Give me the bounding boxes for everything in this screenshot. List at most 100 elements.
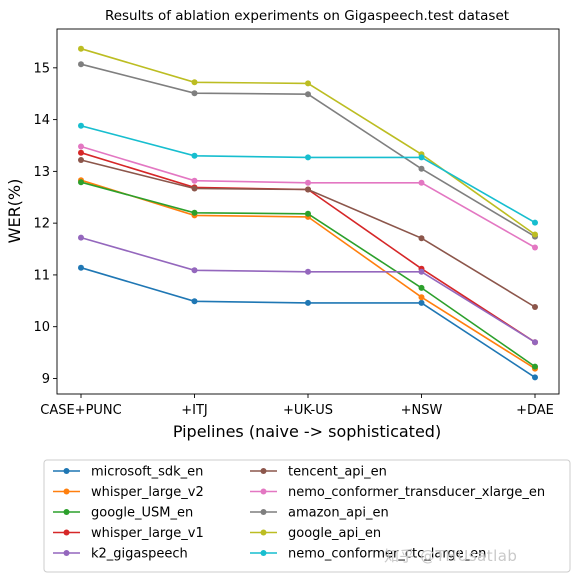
- data-point: [532, 363, 538, 370]
- data-point: [418, 268, 425, 275]
- y-tick-label: 15: [33, 61, 50, 76]
- data-point: [532, 304, 538, 310]
- series-whisper_large_v1: [78, 149, 538, 346]
- data-point: [418, 165, 425, 172]
- data-point: [78, 61, 84, 68]
- legend-label: k2_gigaspeech: [91, 547, 188, 562]
- data-point: [191, 298, 198, 305]
- data-point: [305, 186, 311, 193]
- series-google_api_en: [78, 45, 538, 238]
- data-point: [418, 299, 425, 306]
- data-point: [418, 154, 425, 161]
- data-point: [191, 177, 198, 184]
- x-tick-label: +NSW: [401, 403, 443, 418]
- legend-label: amazon_api_en: [288, 506, 389, 521]
- y-axis-label: WER(%): [5, 179, 24, 244]
- legend-swatch-marker: [260, 550, 267, 556]
- legend-label: nemo_conformer_transducer_xlarge_en: [288, 485, 545, 500]
- data-point: [78, 264, 84, 271]
- data-point: [532, 244, 538, 251]
- legend-item: amazon_api_en: [250, 506, 389, 521]
- data-point: [191, 209, 198, 216]
- data-point: [78, 143, 84, 150]
- data-point: [418, 284, 425, 291]
- x-tick-label: +UK-US: [283, 403, 333, 418]
- data-point: [78, 234, 84, 241]
- legend-item: whisper_large_v2: [53, 485, 204, 500]
- series-line: [80, 47, 536, 236]
- watermark: 知乎 @THUsatlab: [384, 547, 518, 565]
- x-tick-label: CASE+PUNC: [40, 403, 122, 418]
- legend-item: microsoft_sdk_en: [53, 465, 203, 480]
- legend-swatch-marker: [260, 509, 267, 515]
- data-point: [305, 268, 311, 275]
- data-point: [532, 339, 538, 346]
- legend-item: google_api_en: [250, 526, 381, 541]
- axes: 9 10 11 12 13 14 15 CASE+PUNC +ITJ +UK-US +NSW +DAE: [33, 28, 560, 418]
- series-line: [80, 63, 536, 238]
- data-point: [305, 80, 311, 87]
- series-google_USM_en: [78, 179, 538, 370]
- legend-swatch-marker: [63, 529, 70, 536]
- data-point: [418, 179, 425, 186]
- y-tick-label: 9: [42, 372, 50, 387]
- legend-swatch-marker: [260, 468, 267, 474]
- x-tick-label: +ITJ: [181, 403, 208, 418]
- data-point: [532, 231, 538, 238]
- legend-item: nemo_conformer_ctc_large_en: [250, 547, 486, 562]
- legend-item: tencent_api_en: [250, 465, 387, 480]
- data-point: [305, 91, 311, 98]
- data-point: [418, 294, 425, 301]
- data-point: [78, 179, 84, 186]
- legend-item: nemo_conformer_transducer_xlarge_en: [250, 485, 545, 500]
- data-point: [418, 235, 425, 242]
- data-point: [305, 154, 311, 161]
- data-point: [191, 267, 198, 274]
- x-axis-label: Pipelines (naive -> sophisticated): [173, 422, 441, 441]
- legend: microsoft_sdk_en whisper_large_v2 google_U…: [43, 459, 571, 573]
- legend-swatch-marker: [63, 488, 70, 495]
- chart-title: Results of ablation experiments on Gigas…: [105, 8, 509, 24]
- x-tick-label: +DAE: [516, 403, 554, 418]
- data-point: [191, 90, 198, 97]
- series-nemo_conformer_ctc_large_en: [78, 122, 538, 226]
- data-point: [191, 152, 198, 159]
- data-point: [78, 149, 84, 156]
- y-tick-label: 13: [33, 165, 50, 180]
- data-point: [191, 79, 198, 86]
- y-tick-label: 14: [33, 113, 50, 128]
- legend-swatch-marker: [63, 509, 70, 515]
- data-point: [305, 179, 311, 186]
- legend-label: nemo_conformer_ctc_large_en: [288, 547, 486, 562]
- series-line: [80, 145, 536, 249]
- legend-label: whisper_large_v2: [91, 485, 204, 500]
- legend-item: google_USM_en: [53, 506, 193, 521]
- legend-label: microsoft_sdk_en: [91, 465, 203, 480]
- plot-area: [78, 45, 538, 381]
- data-point: [191, 185, 198, 192]
- data-point: [532, 374, 538, 381]
- legend-label: whisper_large_v1: [91, 526, 204, 541]
- legend-swatch-marker: [63, 550, 70, 556]
- data-point: [78, 157, 84, 163]
- y-tick-label: 12: [33, 217, 50, 232]
- data-point: [78, 45, 84, 52]
- series-line: [80, 266, 536, 379]
- legend-swatch-marker: [63, 468, 70, 474]
- data-point: [532, 219, 538, 226]
- legend-item: whisper_large_v1: [53, 526, 204, 541]
- legend-frame: [43, 459, 571, 573]
- legend-item: k2_gigaspeech: [53, 547, 188, 562]
- data-point: [305, 210, 311, 217]
- series-tencent_api_en: [78, 157, 538, 310]
- y-tick-label: 10: [33, 320, 50, 335]
- legend-swatch-marker: [260, 529, 267, 536]
- series-k2_gigaspeech: [78, 234, 538, 346]
- data-point: [78, 122, 84, 129]
- series-microsoft_sdk_en: [78, 264, 538, 381]
- legend-label: tencent_api_en: [288, 465, 387, 480]
- legend-label: google_api_en: [288, 526, 381, 541]
- legend-label: google_USM_en: [91, 506, 193, 521]
- series-nemo_conformer_transducer_xlarge_en: [78, 143, 538, 251]
